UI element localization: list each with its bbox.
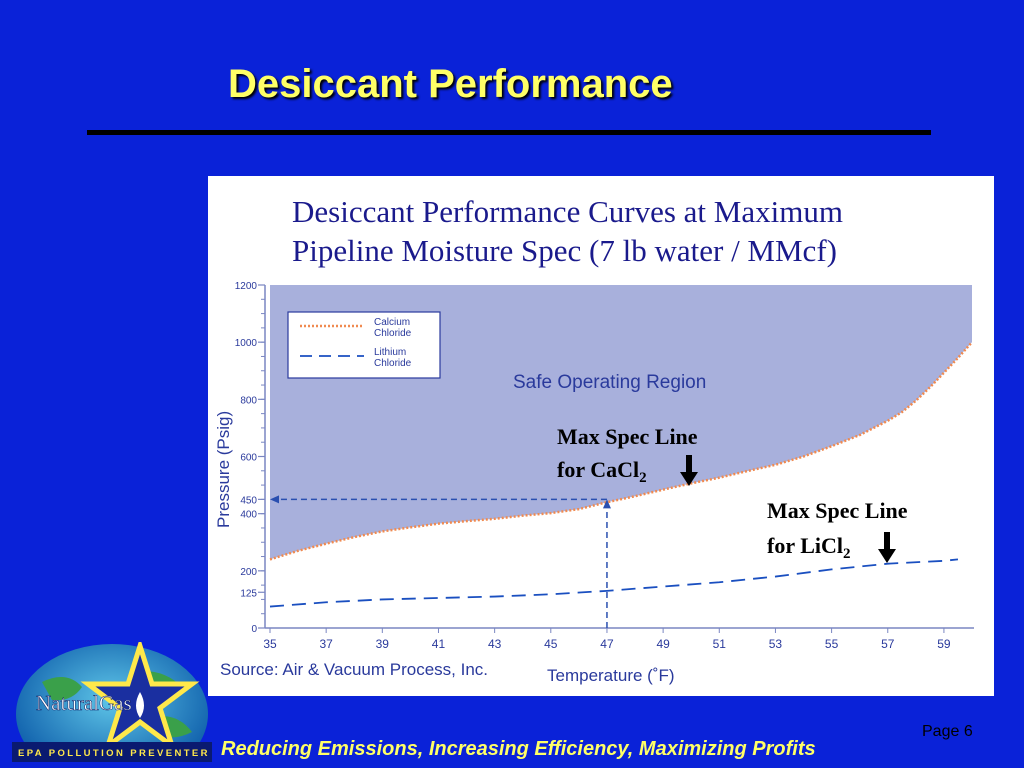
page-number: Page 6 (922, 723, 973, 740)
x-tick-label: 55 (825, 637, 839, 651)
x-tick-label: 51 (713, 637, 727, 651)
y-axis-label: Pressure (Psig) (214, 411, 233, 528)
logo-tagline: EPA POLLUTION PREVENTER (18, 748, 210, 759)
y-tick-label: 200 (240, 567, 257, 578)
legend-box (287, 311, 441, 379)
reference-arrowhead-up (602, 499, 611, 509)
flame-icon (136, 692, 144, 718)
series-calcium-chloride (269, 341, 973, 561)
y-tick-label: 450 (240, 495, 257, 506)
series-lithium-chloride (269, 558, 959, 608)
legend-label: Lithium Chloride (374, 347, 412, 369)
logo-text: NaturalGas (36, 691, 132, 715)
x-tick-label: 39 (376, 637, 390, 651)
x-tick-label: 59 (937, 637, 951, 651)
y-tick-label: 600 (240, 453, 257, 464)
chart-source: Source: Air & Vacuum Process, Inc. (220, 660, 488, 679)
down-arrow-icon (680, 455, 698, 486)
y-tick-label: 800 (240, 395, 257, 406)
x-tick-label: 47 (600, 637, 614, 651)
slide-footer: Reducing Emissions, Increasing Efficienc… (221, 738, 816, 760)
annotation-licl2-sub: 2 (843, 546, 851, 562)
annotation-licl2-line2: for LiCl (767, 533, 843, 558)
slide-title: Desiccant Performance (228, 62, 673, 106)
x-tick-label: 45 (544, 637, 558, 651)
annotation-cacl2-sub: 2 (639, 470, 647, 486)
y-tick-label: 1000 (235, 338, 258, 349)
y-tick-label: 400 (240, 510, 257, 521)
x-tick-label: 37 (319, 637, 333, 651)
svg-text:Max Spec Line: Max Spec Line (557, 424, 698, 449)
chart-title: Desiccant Performance Curves at Maximum … (292, 192, 952, 270)
annotation-cacl2-line1: Max Spec Line (557, 424, 698, 449)
annotation-licl2-line1: Max Spec Line (767, 498, 908, 523)
annotation-cacl2-line2: for CaCl (557, 457, 639, 482)
annotation-licl2: Max Spec Line for LiCl2 (767, 498, 908, 563)
x-tick-label: 43 (488, 637, 502, 651)
y-tick-label: 125 (240, 588, 257, 599)
title-underline (87, 130, 931, 135)
region-label: Safe Operating Region (513, 372, 706, 393)
x-tick-label: 57 (881, 637, 895, 651)
reference-arrowhead-left (270, 495, 279, 504)
x-tick-label: 41 (432, 637, 446, 651)
down-arrow-icon (878, 532, 896, 563)
chart-title-line-2: Pipeline Moisture Spec (7 lb water / MMc… (292, 233, 837, 268)
annotation-cacl2: Max Spec Line for CaCl2 (557, 424, 698, 486)
y-tick-label: 1200 (235, 281, 258, 292)
x-axis-label: Temperature (˚F) (547, 666, 675, 685)
safe-operating-region (270, 285, 972, 560)
svg-text:for LiCl2: for LiCl2 (767, 533, 850, 562)
y-tick-label: 0 (251, 624, 257, 635)
x-tick-label: 49 (656, 637, 670, 651)
x-tick-label: 35 (263, 637, 277, 651)
chart-title-line-1: Desiccant Performance Curves at Maximum (292, 194, 843, 229)
x-tick-label: 53 (769, 637, 783, 651)
svg-text:for CaCl2: for CaCl2 (557, 457, 647, 486)
naturalgas-logo: NaturalGas EPA POLLUTION PREVENTER (12, 642, 212, 762)
legend-label: Calcium Chloride (374, 317, 412, 339)
svg-text:Max Spec Line: Max Spec Line (767, 498, 908, 523)
